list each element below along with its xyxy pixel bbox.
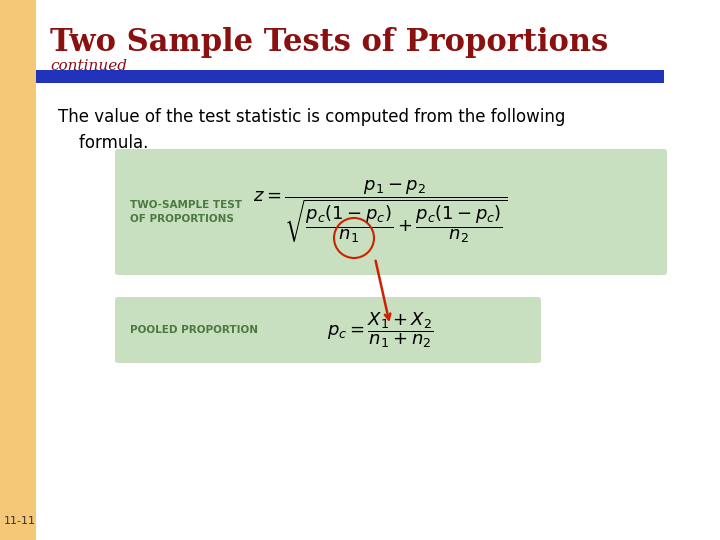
Text: continued: continued: [50, 59, 127, 73]
Text: $p_c = \dfrac{X_1 + X_2}{n_1 + n_2}$: $p_c = \dfrac{X_1 + X_2}{n_1 + n_2}$: [327, 310, 433, 350]
Text: Two Sample Tests of Proportions: Two Sample Tests of Proportions: [50, 28, 608, 58]
Text: 11-11: 11-11: [4, 516, 36, 526]
Text: POOLED PROPORTION: POOLED PROPORTION: [130, 325, 258, 335]
Bar: [36, 70, 664, 83]
Text: TWO-SAMPLE TEST
OF PROPORTIONS: TWO-SAMPLE TEST OF PROPORTIONS: [130, 200, 242, 225]
Bar: [0, 0, 36, 540]
Text: The value of the test statistic is computed from the following
    formula.: The value of the test statistic is compu…: [58, 108, 565, 152]
Text: $z = \dfrac{p_1 - p_2}{\sqrt{\dfrac{p_c(1-p_c)}{n_1} + \dfrac{p_c(1-p_c)}{n_2}}}: $z = \dfrac{p_1 - p_2}{\sqrt{\dfrac{p_c(…: [253, 179, 507, 245]
FancyBboxPatch shape: [115, 149, 667, 275]
FancyBboxPatch shape: [115, 297, 541, 363]
